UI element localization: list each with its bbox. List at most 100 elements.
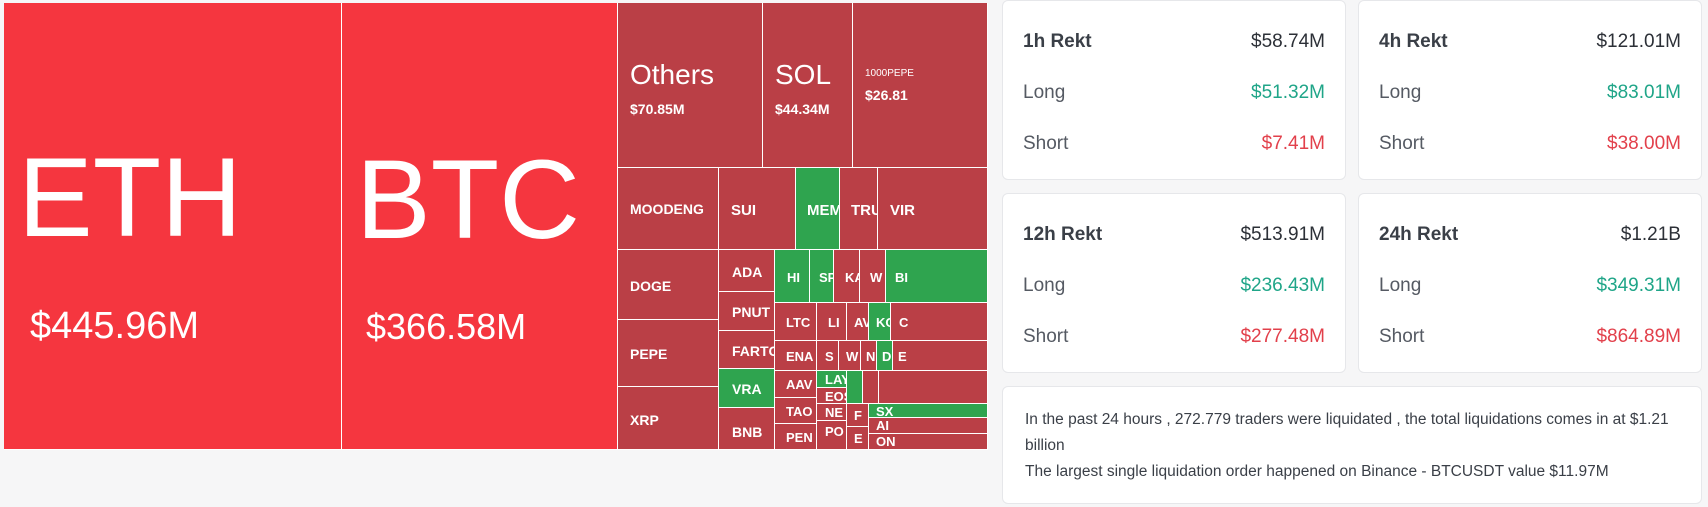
tile-sx[interactable]: SX — [869, 404, 988, 418]
liquidation-summary: In the past 24 hours , 272.779 traders w… — [1002, 386, 1702, 504]
tile-c[interactable]: C — [891, 303, 988, 341]
tile-others[interactable]: Others $70.85M — [618, 3, 763, 168]
tile-tao[interactable]: TAO — [775, 398, 817, 424]
tile-on[interactable]: ON — [869, 434, 988, 450]
tile-pepe[interactable]: PEPE — [618, 320, 719, 387]
long-value: $236.43M — [1240, 275, 1325, 296]
summary-line-1: In the past 24 hours , 272.779 traders w… — [1025, 411, 1669, 454]
tile-n[interactable]: N — [861, 341, 877, 371]
card-total: $1.21B — [1620, 224, 1681, 245]
tile-symbol: ON — [876, 434, 896, 449]
tile-eth[interactable]: ETH $445.96M — [4, 3, 342, 450]
tile-sol[interactable]: SOL $44.34M — [763, 3, 853, 168]
tile-symbol: BTC — [356, 137, 580, 262]
long-value: $83.01M — [1607, 82, 1681, 103]
tile-ada[interactable]: ADA — [719, 250, 775, 292]
tile-symbol: MEM — [807, 202, 840, 219]
tile-moodeng[interactable]: MOODENG — [618, 168, 719, 250]
tile-symbol: ETH — [18, 135, 242, 260]
card-title: 12h Rekt — [1023, 224, 1103, 245]
tile-ne[interactable]: NE — [817, 404, 847, 421]
tile-symbol: DOGE — [630, 278, 672, 294]
tile-symbol: VRA — [732, 381, 762, 397]
tile-eos[interactable]: EOS — [817, 388, 847, 404]
tile-value: $445.96M — [30, 305, 200, 347]
tile-symbol: TRU — [851, 202, 877, 219]
tile-1000pepe[interactable]: 1000PEPE $26.81 — [853, 3, 988, 168]
tile-ka[interactable]: KA — [834, 250, 860, 303]
tile-vir[interactable]: VIR — [878, 168, 988, 250]
tile-vra[interactable]: VRA — [719, 369, 775, 408]
short-value: $7.41M — [1261, 133, 1325, 154]
tile-symbol: XRP — [630, 412, 659, 428]
tile-aav[interactable]: AAV — [775, 371, 817, 398]
tile-e[interactable]: E — [893, 341, 988, 371]
card-title: 4h Rekt — [1379, 31, 1448, 52]
tile-symbol: N — [866, 349, 876, 364]
tile-rdm-r1[interactable] — [863, 371, 879, 404]
tile-symbol: E — [854, 431, 863, 446]
tile-rdm-r2[interactable] — [879, 371, 988, 404]
tile-d[interactable]: D — [877, 341, 893, 371]
tile-symbol: AAV — [786, 377, 813, 392]
long-label: Long — [1379, 82, 1422, 103]
tile-value: $70.85M — [630, 101, 685, 117]
tile-symbol: FARTC — [732, 343, 775, 359]
tile-sp[interactable]: SP — [810, 250, 834, 303]
tile-sui[interactable]: SUI — [719, 168, 796, 250]
tile-s[interactable]: S — [817, 341, 839, 371]
tile-ena[interactable]: ENA — [775, 341, 817, 371]
short-value: $38.00M — [1607, 133, 1681, 154]
tile-symbol: PO — [825, 424, 844, 439]
tile-symbol: BNB — [732, 424, 763, 440]
card-total: $58.74M — [1251, 31, 1325, 52]
tile-e2[interactable]: E — [847, 427, 869, 450]
card-total: $121.01M — [1596, 31, 1681, 52]
tile-f[interactable]: F — [847, 404, 869, 427]
tile-value: $44.34M — [775, 101, 830, 117]
long-label: Long — [1023, 275, 1066, 296]
tile-xrp[interactable]: XRP — [618, 387, 719, 450]
tile-symbol: E — [898, 349, 907, 364]
tile-ko[interactable]: KO — [869, 303, 891, 341]
tile-mem[interactable]: MEM — [796, 168, 840, 250]
card-title: 24h Rekt — [1379, 224, 1459, 245]
tile-pnut[interactable]: PNUT — [719, 292, 775, 331]
tile-symbol: SUI — [731, 202, 757, 219]
tile-symbol: ADA — [732, 264, 763, 280]
long-value: $51.32M — [1251, 82, 1325, 103]
tile-ltc[interactable]: LTC — [775, 303, 817, 341]
tile-symbol: VIR — [890, 202, 916, 219]
long-label: Long — [1023, 82, 1066, 103]
tile-li[interactable]: LI — [817, 303, 847, 341]
tile-lay[interactable]: LAY — [817, 371, 847, 388]
tile-symbol: PEN — [786, 430, 813, 445]
tile-w[interactable]: W — [860, 250, 886, 303]
short-label: Short — [1379, 133, 1425, 154]
tile-fartc[interactable]: FARTC — [719, 331, 775, 369]
short-label: Short — [1023, 133, 1069, 154]
card-12h-rekt: 12h Rekt $513.91M Long $236.43M Short $2… — [1002, 193, 1346, 373]
tile-po[interactable]: PO — [817, 421, 847, 450]
tile-av[interactable]: AV — [847, 303, 869, 341]
short-value: $864.89M — [1596, 326, 1681, 347]
tile-symbol: W — [846, 349, 859, 364]
tile-doge[interactable]: DOGE — [618, 250, 719, 320]
tile-w2[interactable]: W — [839, 341, 861, 371]
long-value: $349.31M — [1596, 275, 1681, 296]
tile-symbol: 1000PEPE — [865, 68, 914, 79]
tile-symbol: PNUT — [732, 304, 771, 320]
tile-value: $26.81 — [865, 87, 908, 103]
tile-hi[interactable]: HI — [775, 250, 810, 303]
tile-ai[interactable]: AI — [869, 418, 988, 434]
tile-symbol: KO — [876, 315, 890, 330]
tile-bnb[interactable]: BNB — [719, 408, 775, 450]
long-label: Long — [1379, 275, 1422, 296]
tile-tru[interactable]: TRU — [840, 168, 878, 250]
tile-symbol: PEPE — [630, 346, 668, 362]
tile-bi[interactable]: BI — [886, 250, 988, 303]
tile-symbol: TAO — [786, 404, 813, 419]
tile-rdm-g1[interactable] — [847, 371, 863, 404]
tile-pen[interactable]: PEN — [775, 424, 817, 450]
tile-btc[interactable]: BTC $366.58M — [342, 3, 618, 450]
